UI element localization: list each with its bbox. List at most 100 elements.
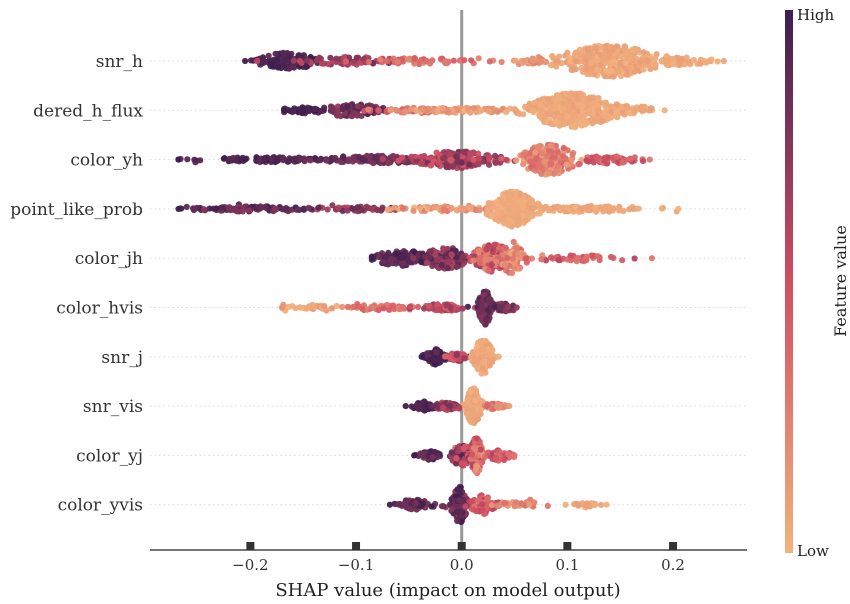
shap-point bbox=[476, 207, 483, 214]
shap-point bbox=[562, 90, 570, 97]
shap-point bbox=[513, 244, 520, 252]
shap-point bbox=[461, 57, 468, 64]
feature-label: dered_h_flux bbox=[33, 101, 143, 121]
shap-point bbox=[359, 305, 366, 312]
shap-point bbox=[569, 102, 576, 109]
shap-point bbox=[440, 206, 447, 214]
shap-point bbox=[566, 107, 573, 114]
shap-point bbox=[529, 56, 536, 63]
shap-point bbox=[175, 156, 182, 163]
shap-point bbox=[563, 161, 570, 168]
shap-point bbox=[510, 210, 517, 217]
shap-point bbox=[510, 238, 517, 245]
shap-point bbox=[631, 255, 638, 262]
shap-point bbox=[557, 94, 564, 102]
shap-point bbox=[317, 157, 324, 164]
shap-point bbox=[486, 155, 493, 162]
shap-point bbox=[373, 154, 380, 161]
shap-point bbox=[485, 307, 492, 315]
shap-point bbox=[583, 502, 591, 509]
shap-point bbox=[644, 58, 651, 65]
feature-points-snr-vis bbox=[402, 385, 513, 426]
shap-point bbox=[505, 221, 513, 228]
shap-point bbox=[486, 362, 493, 369]
shap-point bbox=[658, 205, 666, 212]
shap-point bbox=[419, 105, 426, 112]
shap-point bbox=[390, 153, 397, 161]
shap-point bbox=[406, 303, 414, 310]
feature-label: snr_vis bbox=[83, 397, 143, 417]
shap-point bbox=[197, 157, 204, 164]
shap-point bbox=[471, 385, 478, 392]
shap-point bbox=[245, 207, 253, 214]
shap-point bbox=[619, 159, 626, 166]
shap-point bbox=[544, 111, 551, 118]
shap-point bbox=[408, 153, 415, 160]
shap-point bbox=[417, 160, 424, 167]
shap-point bbox=[502, 261, 509, 268]
shap-point bbox=[546, 148, 553, 155]
shap-point bbox=[452, 402, 459, 409]
shap-point bbox=[470, 415, 478, 422]
shap-point bbox=[386, 206, 393, 213]
shap-point bbox=[483, 246, 490, 253]
shap-point bbox=[479, 365, 486, 372]
shap-point bbox=[418, 400, 425, 407]
shap-point bbox=[565, 112, 572, 119]
shap-point bbox=[690, 56, 698, 64]
shap-point bbox=[565, 118, 573, 125]
shap-point bbox=[578, 64, 585, 71]
shap-point bbox=[453, 263, 460, 270]
shap-point bbox=[498, 155, 505, 162]
shap-point bbox=[427, 356, 434, 364]
shap-point bbox=[424, 259, 431, 266]
shap-point bbox=[286, 155, 293, 162]
shap-point bbox=[536, 112, 543, 119]
shap-point bbox=[526, 501, 533, 508]
shap-point bbox=[433, 349, 440, 356]
feature-points-color-hvis bbox=[279, 288, 520, 328]
shap-point bbox=[584, 46, 591, 53]
shap-point bbox=[630, 58, 637, 65]
shap-point bbox=[599, 118, 606, 125]
feature-label: color_hvis bbox=[56, 299, 143, 319]
shap-point bbox=[537, 100, 544, 107]
shap-point bbox=[226, 206, 233, 213]
shap-point bbox=[648, 105, 655, 112]
shap-point bbox=[282, 57, 289, 64]
shap-point bbox=[658, 57, 665, 65]
shap-point bbox=[646, 156, 653, 163]
shap-point bbox=[514, 221, 521, 229]
shap-point bbox=[608, 113, 615, 121]
shap-point bbox=[408, 106, 415, 113]
shap-point bbox=[385, 159, 392, 166]
shap-point bbox=[509, 255, 516, 262]
shap-point bbox=[554, 58, 561, 65]
shap-point bbox=[401, 499, 409, 506]
shap-point bbox=[379, 155, 386, 163]
shap-point bbox=[594, 253, 602, 260]
shap-point bbox=[365, 58, 372, 66]
shap-point bbox=[416, 58, 424, 65]
shap-point bbox=[303, 305, 310, 312]
shap-point bbox=[478, 338, 485, 346]
shap-point bbox=[527, 158, 534, 165]
shap-point bbox=[513, 157, 520, 164]
feature-label: color_yh bbox=[70, 151, 143, 171]
shap-point bbox=[233, 157, 240, 164]
shap-point bbox=[588, 65, 595, 72]
shap-point bbox=[466, 150, 473, 157]
shap-point bbox=[418, 259, 425, 266]
shap-point bbox=[609, 47, 616, 54]
feature-label: color_yj bbox=[76, 446, 143, 466]
shap-point bbox=[549, 53, 556, 60]
shap-point bbox=[488, 502, 495, 509]
shap-point bbox=[265, 52, 272, 59]
shap-point bbox=[359, 156, 366, 163]
shap-point bbox=[512, 57, 519, 64]
shap-point bbox=[478, 107, 485, 114]
shap-point bbox=[442, 353, 449, 360]
shap-point bbox=[261, 59, 269, 66]
shap-point bbox=[486, 108, 493, 115]
shap-point bbox=[475, 161, 482, 168]
